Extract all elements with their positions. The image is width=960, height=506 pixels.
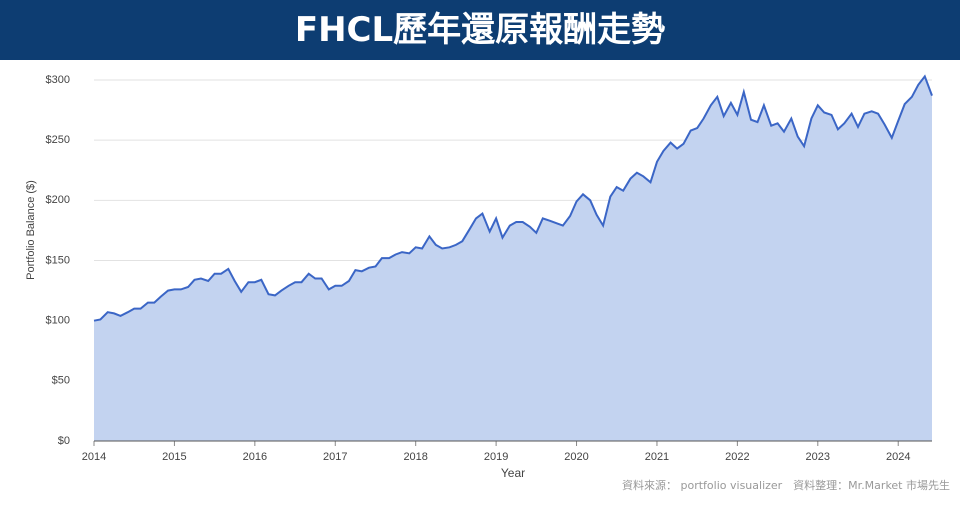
chart-title: FHCL歷年還原報酬走勢	[0, 0, 960, 60]
y-tick-label: $50	[52, 375, 70, 387]
y-tick-label: $200	[46, 194, 70, 206]
y-tick-label: $0	[58, 435, 70, 447]
y-axis-label: Portfolio Balance ($)	[25, 180, 37, 280]
x-tick-label: 2014	[82, 451, 106, 463]
y-tick-label: $250	[46, 134, 70, 146]
chart: Portfolio Balance ($) Year 資料來源： portfol…	[25, 74, 950, 492]
x-tick-label: 2024	[886, 451, 910, 463]
area	[94, 76, 932, 442]
x-tick-label: 2020	[564, 451, 588, 463]
source-note: 資料來源： portfolio visualizer 資料整理：Mr.Marke…	[622, 478, 950, 492]
x-tick-label: 2015	[162, 451, 186, 463]
line	[93, 74, 933, 322]
x-tick-label: 2016	[243, 451, 267, 463]
x-axis-label: Year	[501, 466, 525, 480]
x-tick-label: 2021	[645, 451, 669, 463]
x-tick-label: 2018	[403, 451, 427, 463]
x-tick-label: 2017	[323, 451, 347, 463]
y-tick-label: $100	[46, 315, 70, 327]
x-tick-label: 2023	[806, 451, 830, 463]
x-tick-label: 2019	[484, 451, 508, 463]
x-tick-label: 2022	[725, 451, 749, 463]
y-tick-label: $300	[46, 74, 70, 86]
y-tick-label: $150	[46, 254, 70, 266]
